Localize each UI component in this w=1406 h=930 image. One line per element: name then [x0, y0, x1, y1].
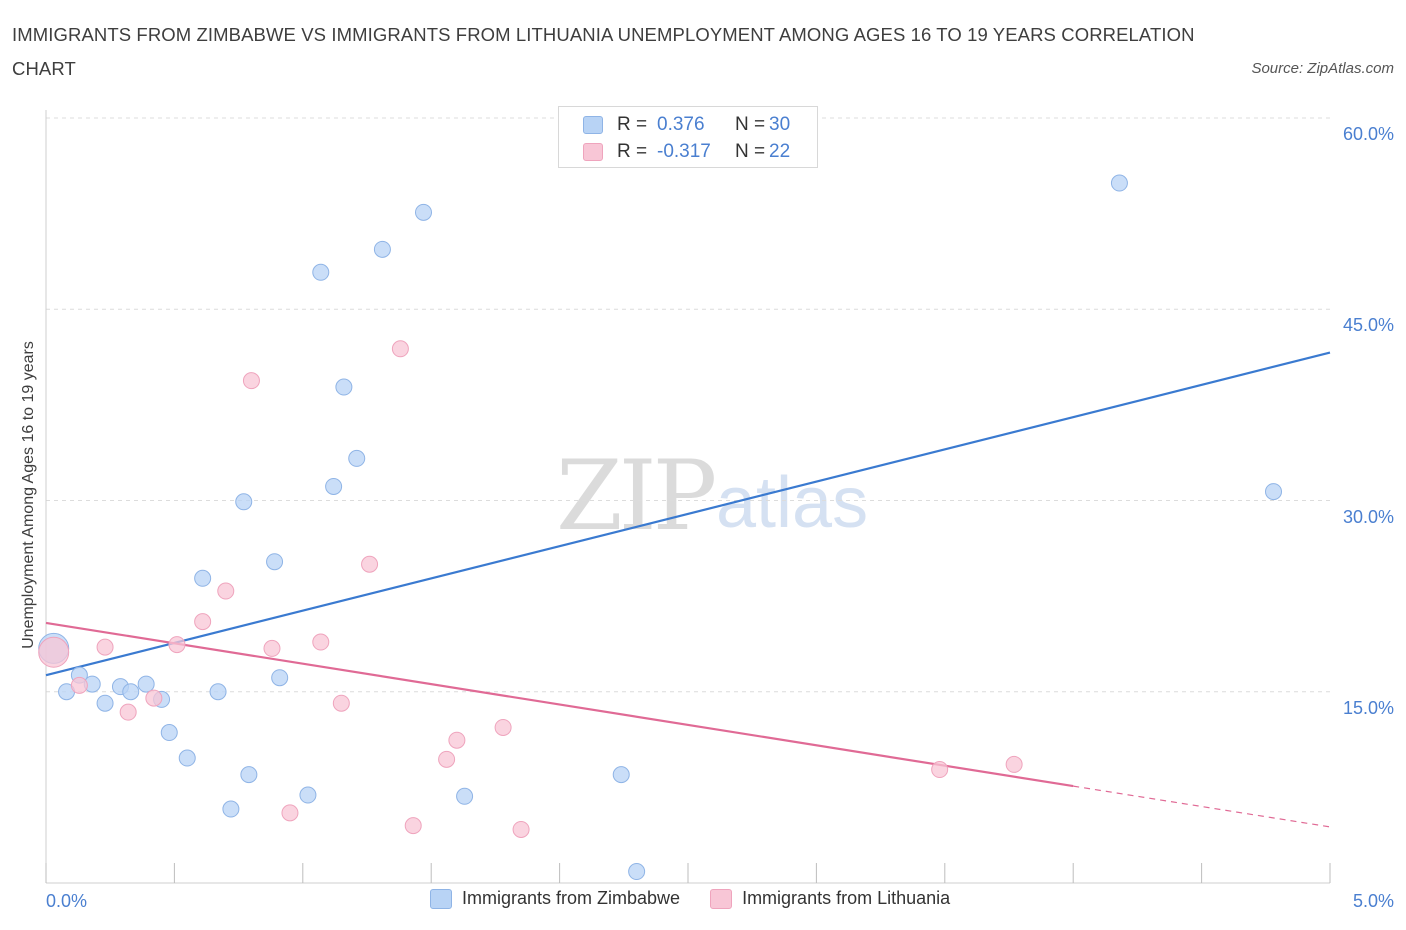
- axis-layer: [45, 110, 1331, 884]
- series-legend: Immigrants from Zimbabwe Immigrants from…: [430, 888, 980, 909]
- point-lithuania: [217, 582, 235, 600]
- point-lithuania: [145, 689, 163, 707]
- point-zimbabwe: [122, 683, 140, 701]
- point-lithuania: [404, 817, 422, 835]
- point-lithuania: [1005, 755, 1023, 773]
- legend-item-lithuania[interactable]: Immigrants from Lithuania: [710, 888, 950, 909]
- grid-layer: [46, 117, 1330, 693]
- point-lithuania: [194, 613, 212, 631]
- trend-extension-lithuania: [1073, 785, 1331, 828]
- point-lithuania: [332, 694, 350, 712]
- point-zimbabwe: [137, 675, 155, 693]
- legend-item-zimbabwe[interactable]: Immigrants from Zimbabwe: [430, 888, 680, 909]
- chart-source: Source: ZipAtlas.com: [1251, 60, 1394, 77]
- point-zimbabwe: [456, 787, 474, 805]
- point-lithuania: [168, 636, 186, 654]
- n-label: N =: [735, 141, 766, 162]
- point-lithuania: [438, 750, 456, 768]
- point-lithuania: [931, 761, 949, 779]
- point-zimbabwe: [348, 449, 366, 467]
- point-lithuania: [70, 676, 88, 694]
- trend-line-zimbabwe: [45, 351, 1331, 677]
- legend-label-lithuania: Immigrants from Lithuania: [742, 888, 951, 908]
- y-axis-label-wrap: Unemployment Among Ages 16 to 19 years: [14, 110, 44, 880]
- point-zimbabwe: [271, 669, 289, 687]
- points-layer: [38, 174, 1283, 881]
- r-label: R =: [617, 114, 648, 135]
- y-tick-label: 30.0%: [1342, 506, 1394, 527]
- point-lithuania: [391, 340, 409, 358]
- point-zimbabwe: [414, 203, 432, 221]
- x-tick-label-max: 5.0%: [1352, 891, 1394, 911]
- point-lithuania: [281, 804, 299, 822]
- lithuania-swatch: [583, 143, 603, 161]
- point-zimbabwe: [628, 863, 646, 881]
- watermark-atlas: atlas: [716, 463, 869, 543]
- point-lithuania: [494, 718, 512, 736]
- watermark-zip: ZIP: [556, 440, 717, 552]
- point-zimbabwe: [1265, 483, 1283, 501]
- stats-legend-row-lithuania: R = -0.317 N = 22: [583, 140, 790, 164]
- point-zimbabwe: [299, 786, 317, 804]
- point-zimbabwe: [160, 724, 178, 742]
- legend-swatch-zimbabwe: [430, 888, 452, 909]
- n-value-zimbabwe: 30: [769, 114, 791, 135]
- point-zimbabwe: [222, 800, 240, 818]
- trend-layer: [45, 351, 1331, 828]
- point-zimbabwe: [1110, 174, 1128, 192]
- point-zimbabwe: [325, 477, 343, 495]
- x-tick-label-min: 0.0%: [46, 891, 88, 911]
- y-axis-label: Unemployment Among Ages 16 to 19 years: [20, 341, 37, 649]
- point-zimbabwe: [373, 240, 391, 258]
- point-lithuania: [512, 820, 530, 838]
- y-tick-label: 60.0%: [1342, 124, 1394, 144]
- point-lithuania: [242, 372, 260, 390]
- point-lithuania: [312, 633, 330, 651]
- y-tick-label: 15.0%: [1342, 697, 1394, 718]
- point-lithuania: [448, 731, 466, 749]
- point-lithuania: [96, 638, 114, 656]
- zimbabwe-swatch: [583, 116, 603, 134]
- point-lithuania: [38, 636, 70, 668]
- point-zimbabwe: [266, 553, 284, 571]
- point-zimbabwe: [312, 263, 330, 281]
- legend-swatch-lithuania: [710, 888, 733, 909]
- point-zimbabwe: [235, 493, 253, 511]
- point-zimbabwe: [96, 694, 114, 712]
- point-zimbabwe: [178, 749, 196, 767]
- chart-title: IMMIGRANTS FROM ZIMBABWE VS IMMIGRANTS F…: [12, 24, 1195, 79]
- legend-label-zimbabwe: Immigrants from Zimbabwe: [462, 888, 681, 908]
- point-zimbabwe: [612, 766, 630, 784]
- point-zimbabwe: [209, 683, 227, 701]
- r-value-lithuania: -0.317: [657, 141, 711, 162]
- point-zimbabwe: [194, 569, 212, 587]
- point-lithuania: [119, 703, 137, 721]
- point-zimbabwe: [335, 378, 353, 396]
- r-label: R =: [617, 141, 648, 162]
- trend-line-lithuania: [45, 621, 1074, 788]
- n-label: N =: [735, 114, 766, 135]
- r-value-zimbabwe: 0.376: [657, 114, 705, 135]
- n-value-lithuania: 22: [769, 141, 791, 162]
- stats-legend-row-zimbabwe: R = 0.376 N = 30: [583, 113, 790, 137]
- y-tick-label: 45.0%: [1342, 315, 1394, 336]
- stats-legend: R = 0.376 N = 30 R = -0.317 N = 22: [558, 106, 818, 168]
- point-zimbabwe: [240, 766, 258, 784]
- point-lithuania: [361, 555, 379, 573]
- point-lithuania: [263, 639, 281, 657]
